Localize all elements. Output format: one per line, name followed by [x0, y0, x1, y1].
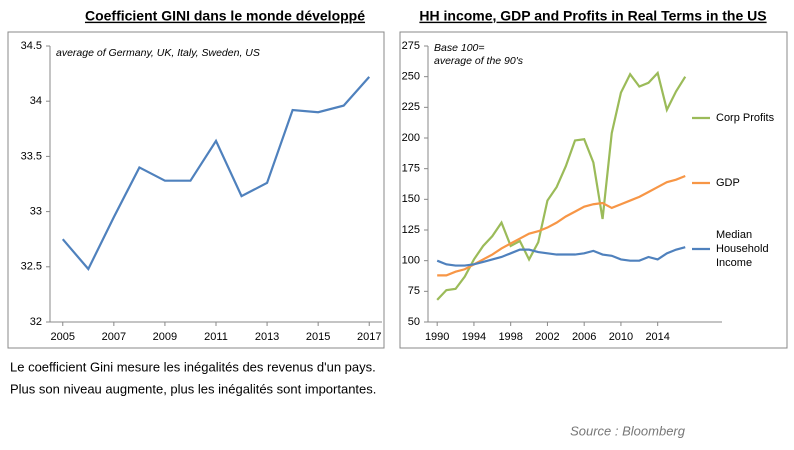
caption: Plus son niveau augmente, plus les inéga…: [10, 381, 376, 396]
annotation: average of the 90's: [434, 55, 524, 67]
x-tick-label: 1994: [462, 331, 486, 343]
y-tick-label: 75: [408, 285, 420, 297]
x-tick-label: 2013: [255, 331, 279, 343]
legend-label: Median Household Income: [716, 229, 769, 269]
x-tick-label: 1990: [425, 331, 449, 343]
y-tick-label: 250: [402, 71, 420, 83]
data-line: [61, 76, 371, 271]
x-tick-label: 2015: [306, 331, 330, 343]
x-tick-label: 2006: [572, 331, 596, 343]
data-line: [436, 70, 687, 301]
x-tick-label: 1998: [498, 331, 522, 343]
y-tick-label: 34: [30, 95, 42, 107]
y-tick-label: 32: [30, 316, 42, 328]
x-tick-label: 2009: [153, 331, 177, 343]
x-tick-label: 2011: [204, 331, 228, 343]
y-tick-label: 32.5: [21, 261, 42, 273]
chart-title: Coefficient GINI dans le monde développé: [85, 8, 365, 24]
y-tick-label: 200: [402, 132, 420, 144]
y-tick-label: 33.5: [21, 150, 42, 162]
x-tick-label: 2002: [535, 331, 559, 343]
y-tick-label: 100: [402, 255, 420, 267]
annotation: average of Germany, UK, Italy, Sweden, U…: [56, 47, 260, 59]
x-tick-label: 2017: [357, 331, 381, 343]
legend-label: Corp Profits: [716, 112, 775, 124]
x-tick-label: 2007: [102, 331, 126, 343]
y-tick-label: 225: [402, 101, 420, 113]
y-tick-label: 33: [30, 206, 42, 218]
y-tick-label: 125: [402, 224, 420, 236]
chart-frame: [7, 31, 385, 349]
data-line: [436, 246, 686, 267]
x-tick-label: 2014: [645, 331, 669, 343]
x-tick-label: 2005: [51, 331, 75, 343]
legend-label: GDP: [716, 177, 740, 189]
caption: Le coefficient Gini mesure les inégalité…: [10, 359, 376, 374]
source: Source : Bloomberg: [570, 423, 686, 438]
y-tick-label: 150: [402, 193, 420, 205]
chart-frame: [399, 31, 788, 349]
chart-title: HH income, GDP and Profits in Real Terms…: [419, 8, 766, 24]
y-tick-label: 175: [402, 163, 420, 175]
y-tick-label: 275: [402, 40, 420, 52]
annotation: Base 100=: [434, 42, 485, 54]
x-tick-label: 2010: [609, 331, 633, 343]
y-tick-label: 50: [408, 316, 420, 328]
data-line: [437, 175, 686, 277]
y-tick-label: 34.5: [21, 40, 42, 52]
